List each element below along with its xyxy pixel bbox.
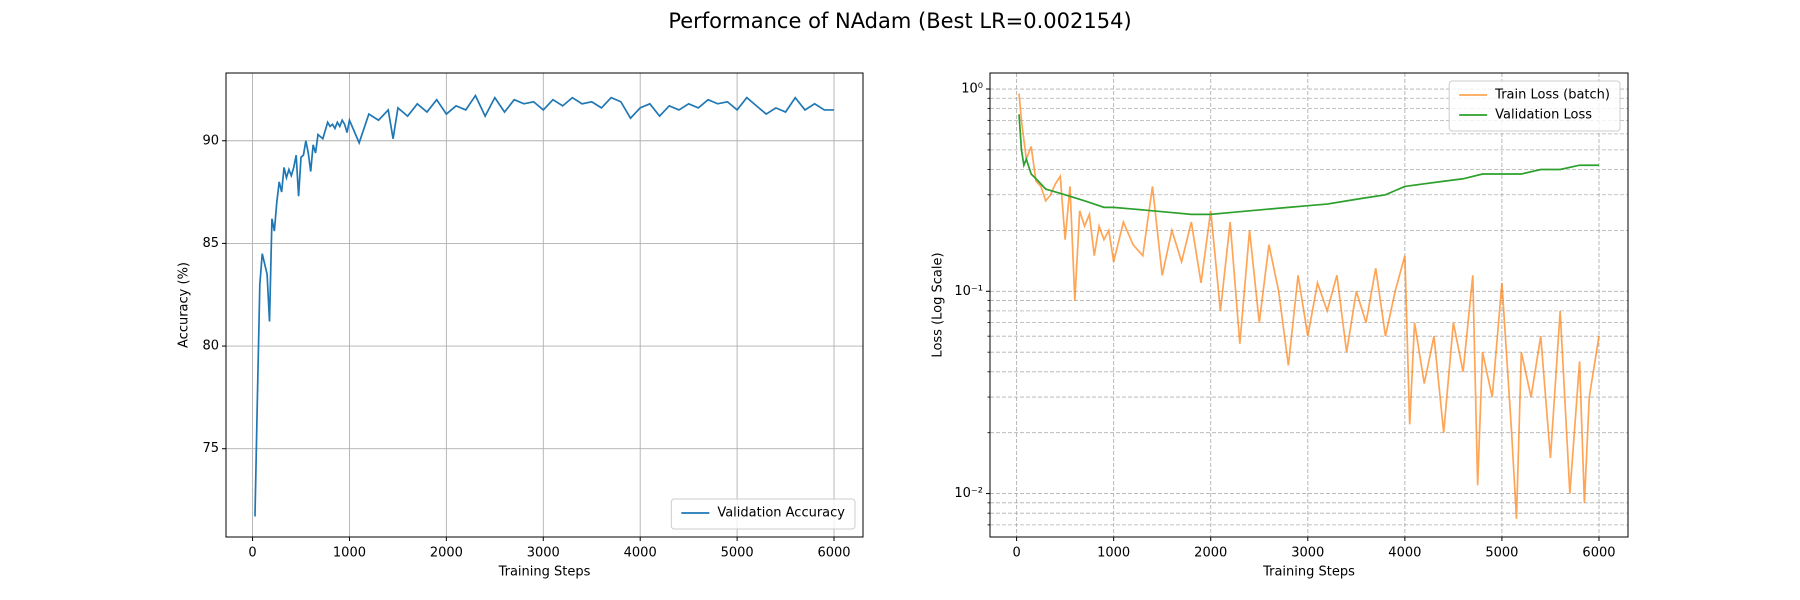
series-line [254,93,835,517]
y-axis-label: Loss (Log Scale) [931,252,946,357]
x-tick-label: 3000 [527,546,560,561]
x-tick-label: 4000 [1388,546,1421,561]
series-line [1018,114,1599,216]
y-tick-label: 10⁻² [954,486,983,501]
x-tick-label: 6000 [1582,546,1615,561]
x-tick-label: 0 [1012,546,1020,561]
y-axis-label: Accuracy (%) [177,262,192,348]
x-tick-label: 1000 [1097,546,1130,561]
x-axis-label: Training Steps [1262,565,1355,580]
x-tick-label: 5000 [1485,546,1518,561]
legend-label: Train Loss (batch) [1494,88,1610,103]
legend: Train Loss (batch) Validation Loss [1448,80,1621,132]
legend: Validation Accuracy [670,498,856,530]
legend-frame [1448,80,1621,132]
y-tick-label: 90 [202,133,219,148]
legend-frame [670,498,856,530]
x-tick-label: 3000 [1291,546,1324,561]
x-tick-label: 2000 [1194,546,1227,561]
x-tick-label: 4000 [624,546,657,561]
x-axis-label: Training Steps [498,565,591,580]
y-tick-label: 75 [202,441,219,456]
x-tick-label: 5000 [721,546,754,561]
plot-frame [225,72,864,538]
x-tick-label: 6000 [817,546,850,561]
x-tick-label: 0 [248,546,256,561]
y-tick-label: 10⁻¹ [954,284,983,299]
x-tick-label: 1000 [333,546,366,561]
plot-frame [989,72,1629,538]
y-tick-label: 85 [202,236,219,251]
series-line [1018,93,1600,519]
y-tick-label: 80 [202,339,219,354]
legend-label: Validation Accuracy [717,506,845,521]
legend-label: Validation Loss [1495,108,1592,123]
figure-title: Performance of NAdam (Best LR=0.002154) [668,9,1131,33]
x-tick-label: 2000 [430,546,463,561]
y-tick-label: 10⁰ [961,82,983,97]
